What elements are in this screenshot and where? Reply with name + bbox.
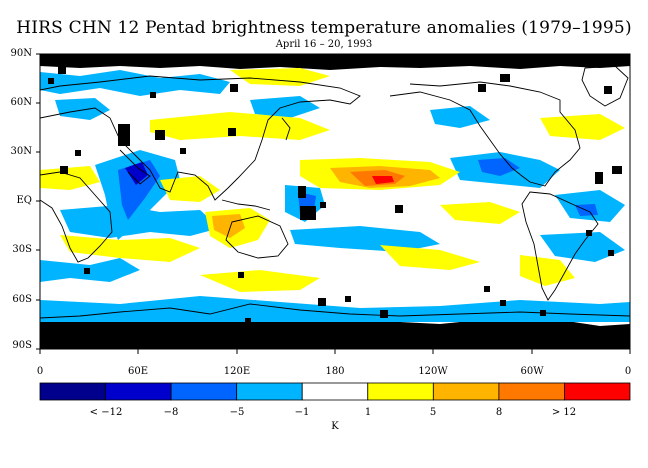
colorbar-label-8: > 12 bbox=[551, 407, 577, 418]
lon-label-180: 180 bbox=[325, 366, 345, 377]
colorbar-label-6: 5 bbox=[429, 407, 437, 418]
colorbar-unit: K bbox=[331, 421, 339, 432]
colorbar-swatch-1 bbox=[39, 382, 106, 401]
lon-label-60w: 60W bbox=[520, 366, 544, 377]
colorbar-label-1: < −12 bbox=[89, 407, 123, 418]
warm-region-south-indian bbox=[60, 235, 200, 262]
coast-greenland bbox=[581, 65, 629, 107]
colorbar-label-2: −8 bbox=[163, 407, 179, 418]
cold-region-antarctic-margin bbox=[40, 296, 630, 322]
lon-label-0-east: 0 bbox=[624, 366, 632, 377]
cold-region-america-core bbox=[478, 158, 520, 176]
cold-region-south-pacific bbox=[290, 226, 440, 252]
colorbar-swatch-3 bbox=[170, 382, 238, 401]
coast-eurasia bbox=[40, 75, 361, 201]
lat-label-90s: 90S bbox=[12, 340, 32, 351]
lon-label-120e: 120E bbox=[223, 366, 251, 377]
warm-region-east-pacific bbox=[440, 202, 520, 224]
cold-region-arabia-min bbox=[125, 162, 148, 185]
missing-data-north bbox=[40, 54, 630, 70]
cold-region-north-america bbox=[430, 106, 490, 128]
cold-anomalies bbox=[40, 70, 630, 322]
colorbar-label-7: 8 bbox=[495, 407, 503, 418]
colorbar-swatch-8 bbox=[498, 382, 565, 401]
coast-japan bbox=[281, 117, 291, 141]
coast-north-america bbox=[389, 81, 581, 187]
warm-region-atlantic bbox=[540, 114, 625, 140]
anomaly-field bbox=[40, 54, 630, 349]
lat-label-30s: 30S bbox=[12, 244, 32, 255]
colorbar-label-3: −5 bbox=[229, 407, 245, 418]
colorbar-swatch-6 bbox=[367, 382, 434, 401]
coast-antarctica bbox=[40, 303, 630, 319]
map-subtitle: April 16 – 20, 1993 bbox=[275, 39, 373, 50]
warm-anomalies bbox=[40, 68, 625, 292]
coast-africa bbox=[40, 171, 113, 263]
map-title: HIRS CHN 12 Pentad brightness temperatur… bbox=[16, 18, 632, 38]
axis-ticks bbox=[36, 53, 631, 354]
lon-label-60e: 60E bbox=[127, 366, 149, 377]
lat-label-60n: 60N bbox=[10, 97, 32, 108]
cold-region-arctic bbox=[40, 70, 230, 96]
lat-label-60s: 60S bbox=[12, 294, 32, 305]
coast-south-america bbox=[521, 191, 599, 301]
cold-region-south-atlantic bbox=[540, 232, 625, 262]
missing-data-cells bbox=[48, 66, 622, 324]
cold-region-indian-ocean bbox=[60, 205, 220, 238]
lon-label-0: 0 bbox=[36, 366, 44, 377]
coast-australia bbox=[225, 215, 289, 259]
warm-region-asia bbox=[150, 112, 330, 140]
warm-region-india bbox=[160, 176, 220, 202]
colorbar-swatch-4 bbox=[236, 382, 303, 401]
warm-region-southern-ocean bbox=[200, 270, 320, 292]
lat-label-90n: 90N bbox=[10, 48, 32, 59]
colorbar-swatch-2 bbox=[105, 382, 172, 401]
colorbar bbox=[39, 382, 631, 401]
warm-region-south-pacific bbox=[380, 245, 480, 270]
colorbar-swatch-7 bbox=[432, 382, 500, 401]
colorbar-label-4: −1 bbox=[294, 407, 310, 418]
colorbar-label-5: 1 bbox=[364, 407, 372, 418]
missing-data-south bbox=[40, 300, 630, 349]
colorbar-swatch-9 bbox=[564, 382, 631, 401]
lat-label-30n: 30N bbox=[10, 146, 32, 157]
warm-region-north-pacific-max bbox=[372, 176, 394, 184]
coastlines bbox=[40, 65, 630, 319]
lon-label-120w: 120W bbox=[418, 366, 448, 377]
coast-arabia bbox=[119, 149, 151, 185]
cold-region-arabia-core bbox=[118, 160, 160, 220]
coast-indonesia bbox=[221, 199, 271, 211]
cold-region-europe bbox=[55, 98, 110, 120]
colorbar-swatch-5 bbox=[301, 382, 369, 401]
lat-label-eq: EQ bbox=[16, 195, 33, 206]
warm-region-australia-core bbox=[212, 214, 245, 238]
warm-region-arctic bbox=[230, 68, 330, 86]
